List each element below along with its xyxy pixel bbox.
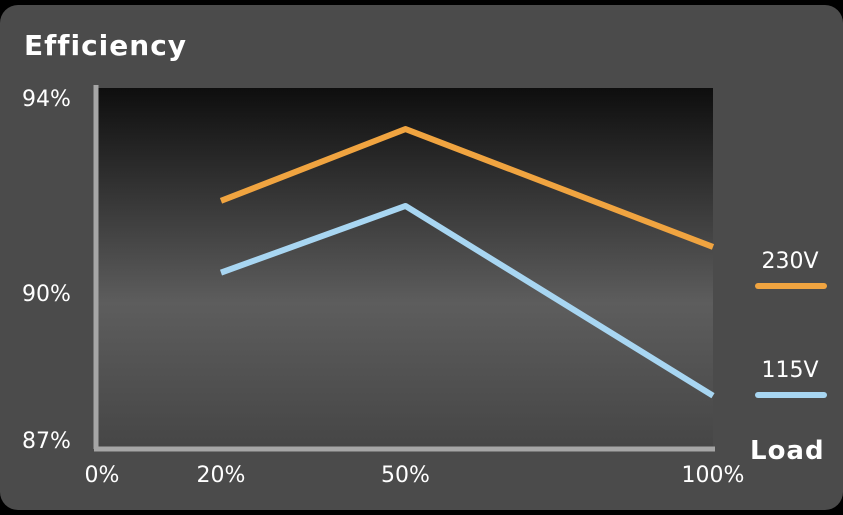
x-tick-label: 100% <box>682 463 745 488</box>
series-line-115v <box>219 202 715 399</box>
x-tick-label: 50% <box>381 463 430 488</box>
chart-title: Efficiency <box>24 29 188 62</box>
series-line-230v <box>219 126 715 250</box>
x-tick-label: 20% <box>197 463 246 488</box>
y-tick-label: 87% <box>22 429 71 454</box>
legend-label: 115V <box>761 358 818 383</box>
y-tick-label: 94% <box>22 87 71 112</box>
x-axis-title: Load <box>750 436 825 466</box>
x-tick-label: 0% <box>85 463 120 488</box>
plot-area <box>98 88 713 447</box>
legend-label: 230V <box>761 249 818 274</box>
y-tick-label: 90% <box>22 282 71 307</box>
